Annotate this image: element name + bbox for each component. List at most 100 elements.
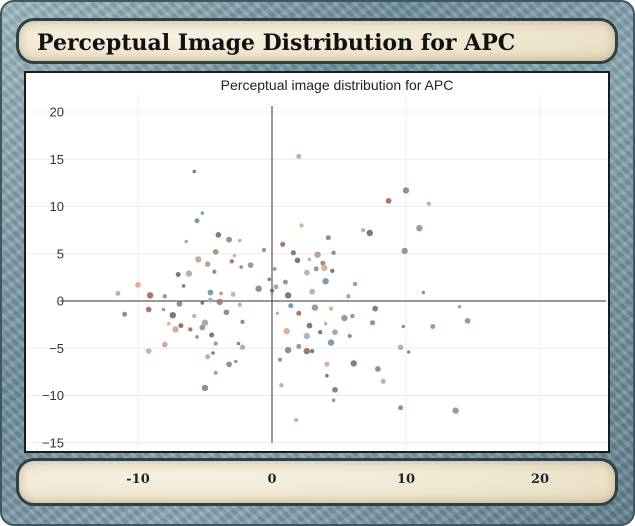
page-title: Perceptual Image Distribution for APC xyxy=(37,30,516,56)
data-point xyxy=(309,288,316,295)
data-point xyxy=(331,250,336,255)
data-point xyxy=(161,307,166,312)
title-banner: Perceptual Image Distribution for APC xyxy=(16,18,618,64)
data-point xyxy=(307,257,312,262)
data-point xyxy=(375,366,381,372)
data-point xyxy=(212,249,219,255)
data-point xyxy=(195,335,199,339)
data-point xyxy=(406,350,411,354)
data-points xyxy=(115,153,471,423)
data-point xyxy=(352,281,358,287)
data-point xyxy=(230,291,236,297)
data-point xyxy=(172,326,179,333)
data-point xyxy=(430,324,436,329)
data-point xyxy=(167,321,171,326)
y-tick-label: 15 xyxy=(50,152,64,167)
data-point xyxy=(201,319,209,326)
data-point xyxy=(240,344,245,350)
data-point xyxy=(328,306,334,311)
data-point xyxy=(372,305,379,312)
data-point xyxy=(296,153,302,159)
data-point xyxy=(331,398,336,403)
data-point xyxy=(421,290,426,295)
data-point xyxy=(209,332,215,338)
data-point xyxy=(284,346,292,354)
data-point xyxy=(195,256,202,263)
data-point xyxy=(346,294,351,299)
zero-axes xyxy=(60,106,606,443)
y-tick-label: 20 xyxy=(50,105,64,120)
data-point xyxy=(162,294,167,299)
data-point xyxy=(175,272,181,277)
data-point xyxy=(324,361,330,367)
data-point xyxy=(311,304,319,311)
grid-lines xyxy=(26,95,608,450)
data-point xyxy=(239,265,243,269)
data-point xyxy=(323,321,328,326)
y-tick-label: −15 xyxy=(42,435,64,450)
data-point xyxy=(207,297,213,303)
data-point xyxy=(115,290,121,296)
data-point xyxy=(457,304,462,309)
data-point xyxy=(236,341,241,346)
data-point xyxy=(188,327,193,332)
data-point xyxy=(401,324,406,329)
data-point xyxy=(303,332,310,340)
data-point xyxy=(240,319,245,324)
data-point xyxy=(261,247,267,253)
data-point xyxy=(200,211,205,215)
data-point xyxy=(161,341,168,348)
data-point xyxy=(313,266,319,272)
data-point xyxy=(273,284,279,290)
data-point xyxy=(145,348,152,354)
data-point xyxy=(185,270,193,277)
data-point xyxy=(204,261,211,267)
data-point xyxy=(330,268,335,273)
y-tick-label: 10 xyxy=(50,199,64,214)
data-point xyxy=(226,236,232,243)
data-point xyxy=(303,269,310,276)
data-point xyxy=(212,269,217,274)
data-point xyxy=(267,277,272,282)
data-point xyxy=(283,328,290,335)
x-tick-label: 0 xyxy=(267,472,276,487)
data-point xyxy=(332,329,338,336)
data-point xyxy=(255,285,262,292)
data-point xyxy=(192,313,197,319)
data-point xyxy=(135,282,141,288)
data-point xyxy=(223,309,230,316)
data-point xyxy=(347,333,352,339)
data-point xyxy=(464,317,471,324)
data-point xyxy=(284,292,292,299)
data-point xyxy=(350,360,357,367)
data-point xyxy=(341,314,348,322)
data-point xyxy=(232,253,237,258)
data-point xyxy=(213,341,218,346)
x-tick-label: 10 xyxy=(397,472,415,487)
data-point xyxy=(181,284,186,288)
data-point xyxy=(366,229,373,237)
y-tick-label: −10 xyxy=(42,388,64,403)
data-point xyxy=(318,330,323,335)
data-point xyxy=(200,301,205,305)
data-point xyxy=(426,201,431,206)
data-point xyxy=(296,343,302,349)
x-tick-label: -10 xyxy=(126,472,150,487)
data-point xyxy=(146,292,154,299)
data-point xyxy=(275,311,280,316)
data-point xyxy=(306,322,313,329)
data-point xyxy=(416,225,423,232)
data-point xyxy=(327,339,335,346)
data-point xyxy=(176,300,183,307)
data-point xyxy=(145,306,152,313)
data-point xyxy=(288,303,294,309)
data-point xyxy=(277,357,283,362)
data-point xyxy=(325,373,329,378)
y-tick-label: 0 xyxy=(57,294,64,309)
data-point xyxy=(219,291,223,296)
y-tick-labels: 20 15 10 5 0 −5 −10 −15 xyxy=(42,105,64,451)
data-point xyxy=(402,187,410,194)
data-point xyxy=(178,323,184,329)
data-point xyxy=(303,347,310,355)
